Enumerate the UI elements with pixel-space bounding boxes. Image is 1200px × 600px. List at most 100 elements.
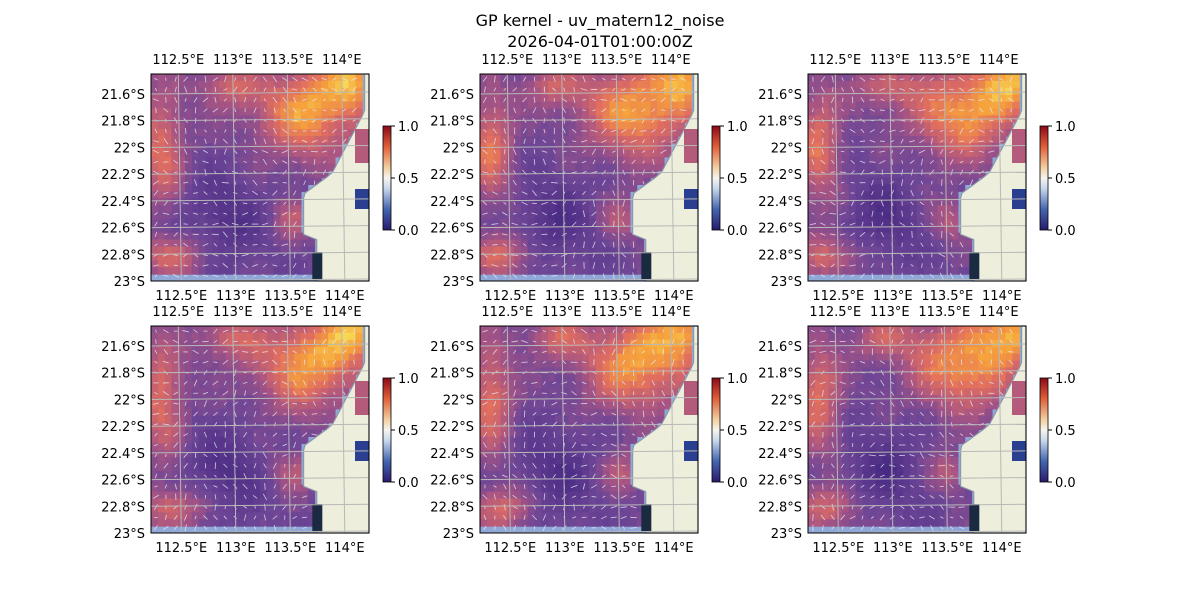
vector-arrow	[203, 412, 208, 416]
heatmap-cell	[835, 267, 843, 275]
heatmap-cell	[582, 346, 590, 355]
heatmap-cell	[314, 339, 322, 348]
heatmap-cell	[239, 205, 247, 213]
heatmap-cell	[869, 225, 877, 234]
heatmap-cell	[814, 136, 823, 144]
heatmap-cell	[205, 191, 213, 199]
heatmap-cell	[185, 470, 193, 479]
heatmap-cell	[287, 408, 295, 417]
heatmap-cell	[198, 457, 207, 465]
heatmap-cell	[636, 388, 645, 396]
heatmap-cell	[253, 408, 261, 417]
heatmap-cell	[191, 470, 200, 479]
heatmap-cell	[876, 149, 884, 158]
heatmap-cell	[616, 177, 624, 185]
vector-arrow	[989, 107, 993, 114]
heatmap-cell	[534, 339, 542, 348]
vector-arrow	[919, 128, 925, 134]
vector-arrow	[273, 127, 277, 135]
heatmap-cell	[548, 346, 556, 355]
heatmap-cell	[541, 232, 549, 241]
heatmap-cell	[595, 267, 604, 275]
heatmap-cell	[321, 170, 329, 179]
vector-arrow	[602, 262, 605, 269]
heatmap-cell	[239, 339, 247, 348]
heatmap-cell	[609, 101, 617, 110]
heatmap-cell	[855, 218, 864, 227]
heatmap-cell	[514, 374, 522, 382]
lat-tick-label: 21.8°S	[758, 115, 802, 130]
heatmap-cell	[882, 163, 891, 172]
vector-arrow	[811, 138, 815, 145]
heatmap-cell	[944, 184, 952, 192]
vector-arrow	[920, 117, 924, 124]
heatmap-cell	[808, 225, 816, 234]
heatmap-cell	[273, 253, 282, 261]
heatmap-cell	[554, 136, 563, 144]
colorbar-tick-label: 0.5	[727, 172, 748, 187]
heatmap-cell	[219, 477, 227, 486]
vector-arrow	[571, 128, 577, 133]
vector-arrow	[879, 160, 886, 164]
vector-arrow	[869, 161, 876, 163]
heatmap-cell	[260, 191, 268, 199]
heatmap-cell	[520, 212, 529, 220]
vector-arrow	[809, 201, 817, 205]
heatmap-cell	[486, 129, 495, 137]
vector-arrow	[522, 223, 527, 225]
vector-arrow	[871, 221, 874, 227]
vector-arrow	[193, 503, 198, 511]
heatmap-cell	[198, 87, 207, 96]
heatmap-cell	[164, 198, 173, 206]
heatmap-cell	[998, 129, 1007, 137]
heatmap-cell	[623, 346, 631, 355]
heatmap-cell	[903, 74, 911, 82]
heatmap-cell	[198, 253, 207, 261]
heatmap-cell	[198, 184, 207, 192]
colorbar-tick-label: 1.0	[727, 120, 748, 135]
vector-arrow	[292, 402, 297, 405]
heatmap-cell	[500, 108, 508, 116]
heatmap-cell	[896, 108, 904, 116]
heatmap-cell	[520, 177, 529, 185]
lat-tick-label: 22.6°S	[101, 474, 145, 489]
heatmap-cell	[178, 415, 186, 424]
heatmap-cell	[1012, 101, 1020, 110]
heatmap-cell	[171, 239, 179, 248]
heatmap-cell	[212, 267, 220, 275]
vector-arrow	[214, 129, 217, 133]
heatmap-cell	[575, 374, 583, 382]
heatmap-cell	[239, 505, 247, 513]
vector-arrow	[503, 108, 506, 112]
heatmap-cell	[548, 101, 556, 110]
heatmap-cell	[185, 94, 193, 103]
heatmap-cell	[157, 415, 166, 424]
vector-arrow	[592, 262, 596, 269]
heatmap-cell	[348, 101, 356, 110]
heatmap-cell	[944, 191, 952, 199]
heatmap-cell	[260, 408, 268, 417]
heatmap-cell	[548, 360, 556, 368]
heatmap-cell	[239, 519, 247, 527]
heatmap-cell	[623, 339, 631, 348]
heatmap-cell	[643, 156, 651, 165]
vector-arrow	[832, 86, 834, 93]
heatmap-cell	[480, 94, 488, 103]
heatmap-cell	[595, 212, 604, 220]
vector-arrow	[532, 190, 537, 197]
heatmap-cell	[575, 246, 583, 254]
heatmap-cell	[246, 374, 254, 382]
heatmap-cell	[623, 149, 631, 158]
heatmap-cell	[985, 108, 993, 116]
heatmap-cell	[616, 149, 624, 158]
vector-arrow	[242, 381, 248, 384]
vector-arrow	[222, 138, 228, 144]
heatmap-cell	[164, 74, 173, 82]
heatmap-cell	[951, 149, 959, 158]
heatmap-cell	[602, 239, 611, 248]
heatmap-cell	[205, 74, 213, 82]
vector-arrow	[164, 402, 168, 406]
heatmap-cell	[225, 498, 234, 506]
heatmap-cell	[493, 388, 502, 396]
heatmap-cell	[548, 260, 556, 268]
